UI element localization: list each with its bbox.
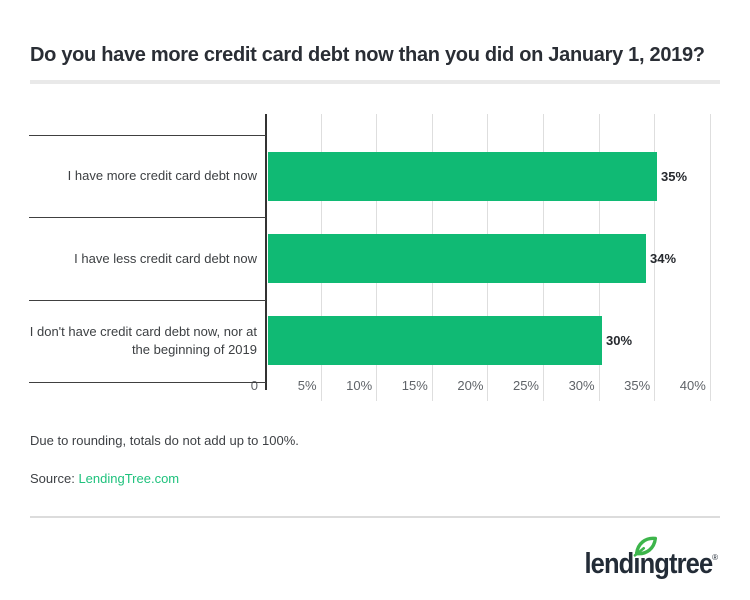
bar-value-label: 30% [606, 333, 633, 349]
source-line: Source: LendingTree.com [30, 471, 179, 486]
logo-wordmark: lendingtree [584, 548, 713, 580]
source-label: Source: [30, 471, 75, 486]
bar [268, 316, 602, 366]
row-separator [29, 299, 266, 301]
x-axis-tick-label: 15% [401, 378, 428, 393]
x-axis-tick-label: 25% [512, 378, 539, 393]
chart-gridline [709, 114, 711, 401]
footnote: Due to rounding, totals do not add up to… [30, 433, 299, 448]
x-axis-tick-label: 0 [250, 378, 258, 393]
registered-trademark: ® [712, 553, 718, 562]
x-axis-tick-label: 40% [679, 378, 706, 393]
category-label: I don't have credit card debt now, nor a… [29, 324, 257, 357]
bar [268, 151, 657, 201]
x-axis-tick-label: 35% [624, 378, 651, 393]
row-separator [29, 382, 266, 383]
y-axis-line [265, 114, 267, 390]
x-axis-tick-label: 30% [568, 378, 595, 393]
row-separator [29, 217, 266, 219]
chart-gridline [654, 114, 656, 401]
bar-value-label: 34% [650, 250, 677, 266]
x-axis-tick-label: 5% [297, 378, 317, 393]
chart-title: Do you have more credit card debt now th… [30, 44, 705, 66]
footer-divider [30, 516, 720, 518]
source-link[interactable]: LendingTree.com [78, 471, 180, 486]
row-separator [29, 135, 266, 136]
x-axis-tick-label: 10% [346, 378, 373, 393]
category-label: I have less credit card debt now [74, 250, 257, 266]
bar [268, 233, 646, 283]
title-divider [30, 80, 720, 84]
x-axis-tick-label: 20% [457, 378, 484, 393]
bar-value-label: 35% [661, 168, 688, 184]
lendingtree-logo: lendingtree ® [580, 535, 720, 587]
category-label: I have more credit card debt now [67, 168, 257, 184]
leaf-icon [633, 536, 658, 557]
